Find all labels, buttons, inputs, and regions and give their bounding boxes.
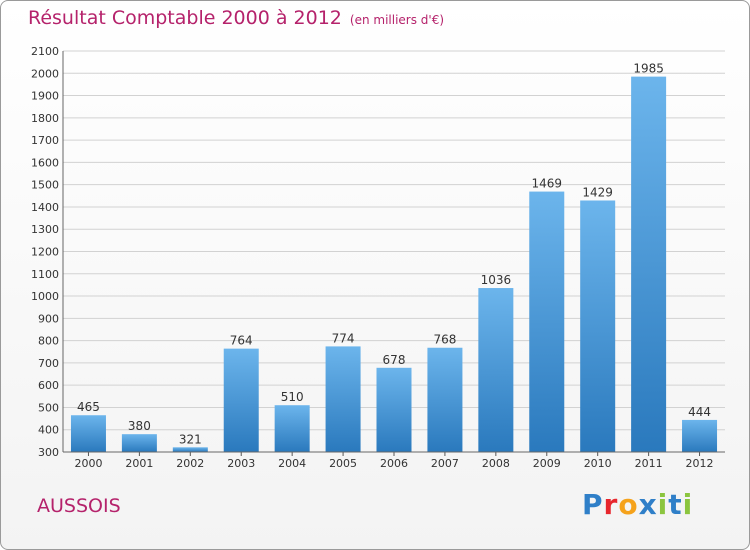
y-tick-label: 1500 xyxy=(31,179,59,192)
bar xyxy=(121,434,157,452)
bar-value-labels: 465 380 321 764 510 774 678 768 1036 1469 1429 1985… xyxy=(77,62,711,447)
x-tick-label: 2010 xyxy=(584,457,612,470)
logo-letter: o xyxy=(618,488,639,521)
bar-value-label: 678 xyxy=(383,353,406,367)
x-tick-label: 2009 xyxy=(533,457,561,470)
chart-title: Résultat Comptable 2000 à 2012 xyxy=(28,7,342,29)
x-tick-label: 2004 xyxy=(278,457,306,470)
bar-value-label: 465 xyxy=(77,400,100,414)
bar xyxy=(223,348,259,452)
logo-letter: i xyxy=(657,488,669,521)
bar xyxy=(376,367,412,452)
bar-value-label: 768 xyxy=(433,333,456,347)
bar xyxy=(427,347,463,452)
bar xyxy=(478,288,514,452)
bar xyxy=(682,419,718,452)
y-tick-label: 1900 xyxy=(31,90,59,103)
chart-subtitle: (en milliers d'€) xyxy=(349,13,445,27)
proxiti-logo: Proxiti xyxy=(582,488,693,521)
x-tick-label: 2003 xyxy=(227,457,255,470)
y-tick-label: 1000 xyxy=(31,290,59,303)
y-tick-label: 1800 xyxy=(31,112,59,125)
bar xyxy=(580,200,616,452)
bar-value-label: 764 xyxy=(230,334,253,348)
x-tick-label: 2007 xyxy=(431,457,459,470)
bar-value-label: 1985 xyxy=(633,62,664,76)
bar-value-label: 380 xyxy=(128,419,151,433)
x-tick-label: 2012 xyxy=(686,457,714,470)
x-tick-label: 2001 xyxy=(125,457,153,470)
y-tick-label: 2000 xyxy=(31,67,59,80)
logo-letter: i xyxy=(682,488,694,521)
bar xyxy=(70,415,106,452)
y-tick-label: 1100 xyxy=(31,268,59,281)
bar-value-label: 774 xyxy=(332,331,355,345)
y-tick-label: 2100 xyxy=(31,45,59,58)
y-axis-tick-labels: 300 400 500 600 700 800 900 1000 1100 1200 1300 140… xyxy=(31,45,59,459)
y-tick-label: 700 xyxy=(38,357,59,370)
logo-letter: P xyxy=(582,488,604,521)
bar-value-label: 1469 xyxy=(531,177,562,191)
x-tick-label: 2002 xyxy=(176,457,204,470)
logo-letter: r xyxy=(603,488,619,521)
bar-value-label: 1429 xyxy=(582,185,613,199)
y-tick-label: 1700 xyxy=(31,134,59,147)
bar xyxy=(631,76,667,452)
bar xyxy=(529,191,565,452)
axes xyxy=(62,51,725,453)
y-tick-label: 400 xyxy=(38,424,59,437)
x-tick-label: 2006 xyxy=(380,457,408,470)
x-tick-label: 2011 xyxy=(635,457,663,470)
y-tick-label: 600 xyxy=(38,379,59,392)
x-tick-label: 2008 xyxy=(482,457,510,470)
logo-letter: x xyxy=(638,488,658,521)
y-tick-label: 1400 xyxy=(31,201,59,214)
y-tick-label: 1300 xyxy=(31,223,59,236)
bar-value-label: 510 xyxy=(281,390,304,404)
x-axis-tick-labels: 2000 2001 2002 2003 2004 2005 2006 2007 2008 2009… xyxy=(74,452,714,470)
y-tick-label: 1600 xyxy=(31,156,59,169)
y-tick-label: 1200 xyxy=(31,246,59,259)
commune-name: AUSSOIS xyxy=(37,495,121,517)
x-tick-label: 2000 xyxy=(74,457,102,470)
page-title: Résultat Comptable 2000 à 2012 (en millie… xyxy=(28,7,444,29)
bars xyxy=(70,76,718,452)
bar-value-label: 1036 xyxy=(481,273,512,287)
bar-value-label: 444 xyxy=(688,405,711,419)
x-tick-label: 2005 xyxy=(329,457,357,470)
bar xyxy=(325,346,361,452)
logo-letter: t xyxy=(668,488,683,521)
bar xyxy=(172,447,208,452)
bar-value-label: 321 xyxy=(179,432,202,446)
bar xyxy=(274,405,310,452)
y-tick-label: 300 xyxy=(38,446,59,459)
y-tick-label: 500 xyxy=(38,401,59,414)
y-tick-label: 900 xyxy=(38,312,59,325)
y-tick-label: 800 xyxy=(38,335,59,348)
